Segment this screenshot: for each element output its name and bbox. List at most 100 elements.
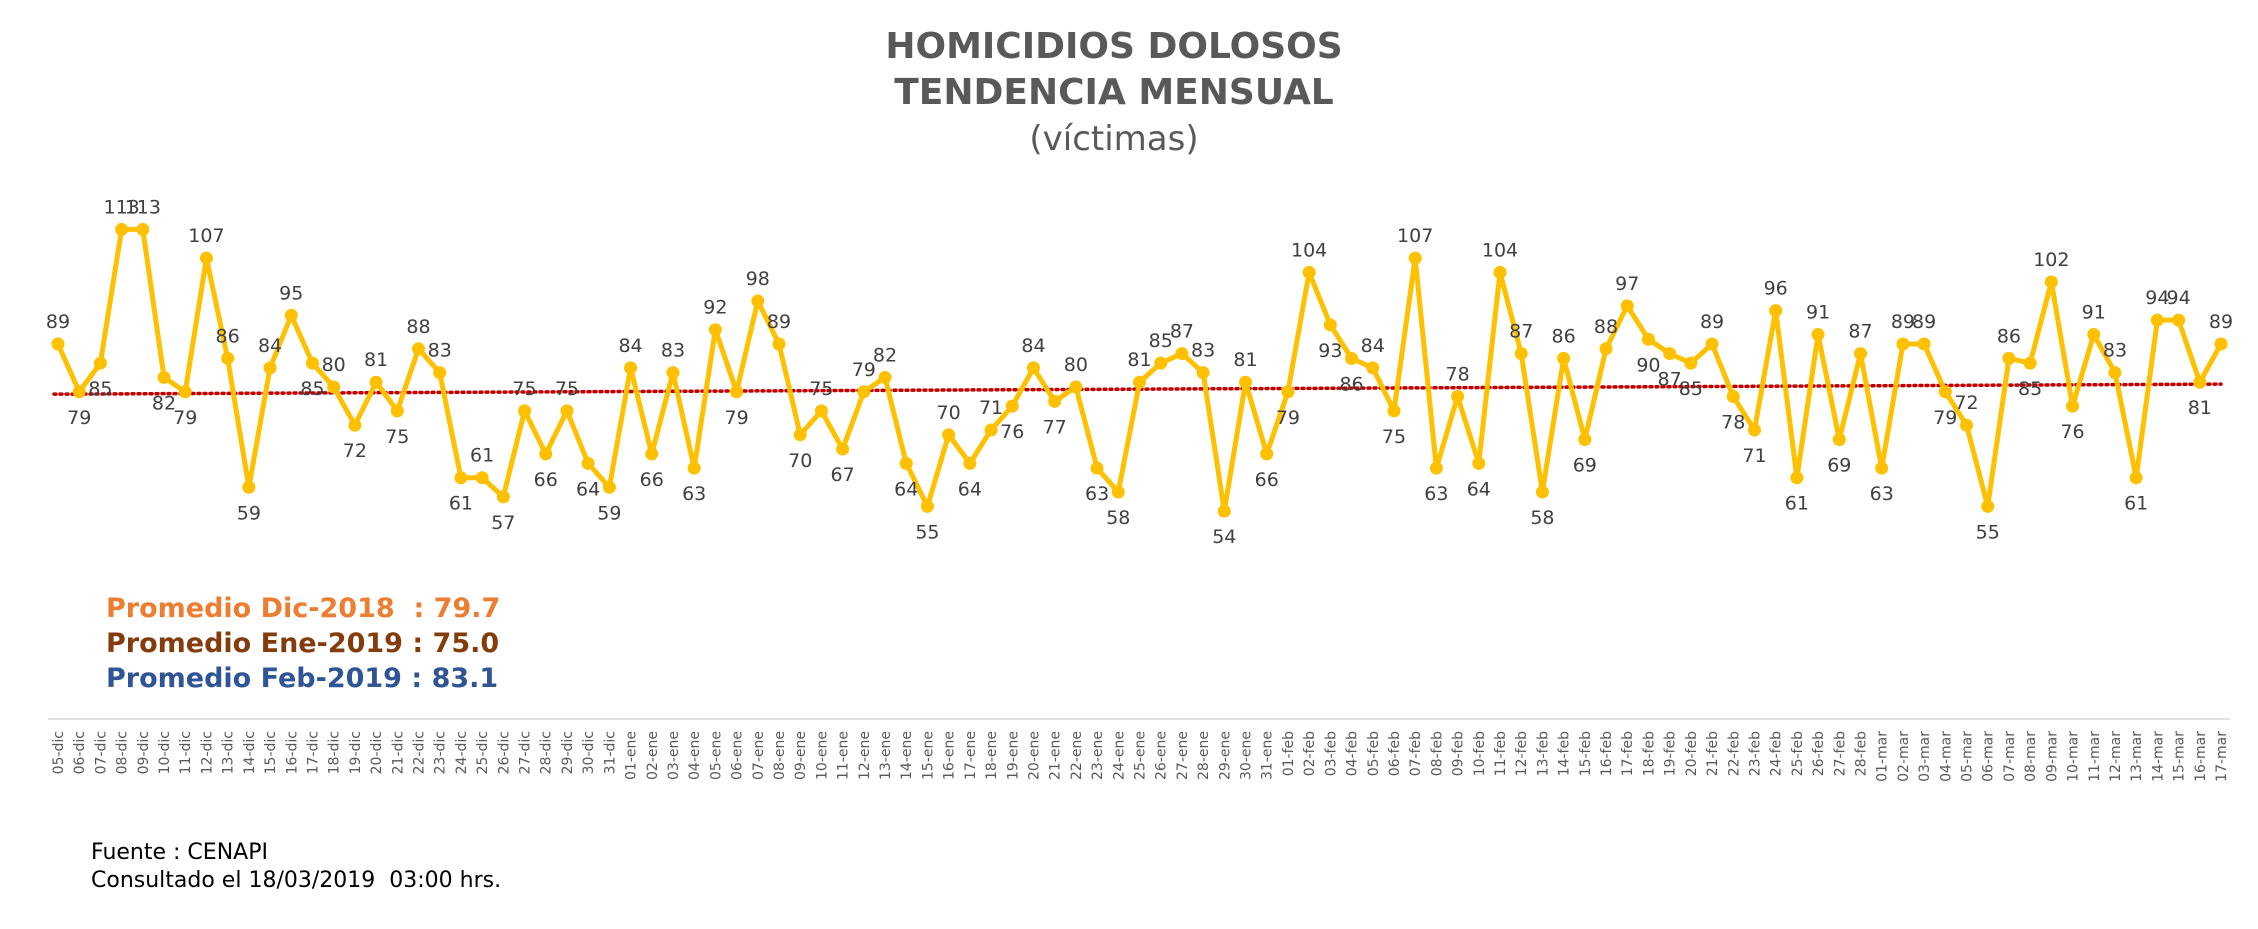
x-tick-label: 12-feb: [1514, 731, 1530, 776]
x-tick-label: 06-feb: [1387, 731, 1403, 776]
x-tick-label: 18-feb: [1641, 731, 1657, 776]
data-point: [1429, 461, 1443, 475]
data-point: [560, 404, 574, 418]
data-point: [857, 385, 871, 399]
x-tick-label: 03-feb: [1323, 731, 1339, 776]
data-label: 71: [979, 397, 1003, 419]
x-tick-label: 11-feb: [1493, 731, 1509, 776]
x-tick-label: 16-dic: [284, 731, 300, 774]
data-label: 86: [1552, 325, 1576, 347]
x-tick-label: 18-dic: [327, 731, 343, 774]
data-label: 90: [1636, 354, 1660, 376]
x-tick-label: 13-feb: [1535, 731, 1551, 776]
x-tick-label: 12-ene: [857, 731, 873, 780]
data-label: 75: [512, 378, 536, 400]
x-tick-label: 26-feb: [1811, 731, 1827, 776]
x-tick-label: 01-mar: [1875, 731, 1891, 782]
data-point: [1387, 404, 1401, 418]
x-tick-label: 31-ene: [1260, 731, 1276, 780]
data-point: [1684, 356, 1698, 370]
data-label: 54: [1212, 526, 1236, 548]
data-point: [1896, 337, 1910, 351]
data-point: [1641, 332, 1655, 346]
x-tick-label: 23-feb: [1747, 731, 1763, 776]
x-tick-label: 19-dic: [348, 731, 364, 774]
data-label: 84: [618, 335, 642, 357]
data-label: 66: [534, 469, 558, 491]
data-label: 89: [1891, 311, 1915, 333]
data-label: 85: [2018, 378, 2042, 400]
data-point: [1323, 318, 1337, 332]
data-label: 83: [1191, 340, 1215, 362]
x-tick-label: 05-dic: [51, 731, 67, 774]
x-tick-label: 02-ene: [645, 731, 661, 780]
x-tick-label: 07-dic: [93, 731, 109, 774]
x-tick-label: 23-dic: [433, 731, 449, 774]
data-label: 84: [258, 335, 282, 357]
x-tick-label: 19-feb: [1663, 731, 1679, 776]
data-label: 75: [385, 426, 409, 448]
data-point: [454, 471, 468, 485]
data-point: [1790, 471, 1804, 485]
data-label: 83: [661, 340, 685, 362]
x-tick-label: 06-ene: [730, 731, 746, 780]
data-label: 72: [1954, 392, 1978, 414]
data-point: [1705, 337, 1719, 351]
average-label: Promedio Ene-2019 : 75.0: [106, 628, 499, 659]
data-label: 61: [449, 493, 473, 515]
data-label: 61: [1785, 493, 1809, 515]
data-point: [518, 404, 532, 418]
data-point: [1048, 394, 1062, 408]
x-tick-label: 16-ene: [942, 731, 958, 780]
average-label: Promedio Dic-2018 : 79.7: [106, 593, 500, 624]
data-label: 64: [958, 478, 982, 500]
data-label: 107: [188, 225, 224, 247]
data-label: 78: [1445, 364, 1469, 386]
data-point: [814, 404, 828, 418]
x-tick-label: 16-feb: [1599, 731, 1615, 776]
x-tick-label: 26-ene: [1154, 731, 1170, 780]
data-point: [1133, 375, 1146, 389]
x-tick-label: 13-dic: [221, 731, 237, 774]
x-tick-label: 20-dic: [369, 731, 385, 774]
data-label: 81: [364, 349, 388, 371]
data-point: [1514, 347, 1528, 361]
data-point: [1175, 347, 1189, 361]
x-tick-label: 02-mar: [1896, 731, 1912, 782]
x-tick-label: 21-dic: [390, 731, 406, 774]
data-point: [1111, 485, 1125, 499]
consulted: Consultado el 18/03/2019 03:00 hrs.: [91, 868, 501, 893]
unit-label: (víctimas): [1029, 119, 1198, 159]
data-point: [51, 337, 65, 351]
x-tick-label: 14-mar: [2150, 731, 2166, 782]
data-label: 87: [1848, 321, 1872, 343]
data-label: 89: [46, 311, 70, 333]
x-tick-label: 03-mar: [1917, 731, 1933, 782]
x-tick-label: 14-feb: [1557, 731, 1573, 776]
x-tick-label: 10-mar: [2066, 731, 2082, 782]
data-point: [305, 356, 319, 370]
data-point: [284, 308, 298, 322]
x-tick-label: 17-feb: [1620, 731, 1636, 776]
x-tick-label: 29-dic: [560, 731, 576, 774]
data-point: [963, 456, 977, 470]
data-label: 85: [1149, 330, 1173, 352]
data-label: 66: [1255, 469, 1279, 491]
data-point: [687, 461, 701, 475]
x-tick-label: 24-ene: [1111, 731, 1127, 780]
data-point: [1217, 504, 1231, 518]
data-point: [2150, 313, 2164, 327]
data-point: [1557, 351, 1571, 365]
data-point: [2108, 366, 2122, 380]
data-label: 64: [1467, 478, 1491, 500]
data-point: [1196, 366, 1210, 380]
data-point: [242, 480, 256, 494]
x-tick-label: 19-ene: [1005, 731, 1021, 780]
data-point: [1960, 418, 1974, 432]
data-point: [1663, 347, 1677, 361]
data-point: [645, 447, 659, 461]
data-label: 72: [343, 440, 367, 462]
data-point: [93, 356, 107, 370]
data-label: 81: [2188, 397, 2212, 419]
